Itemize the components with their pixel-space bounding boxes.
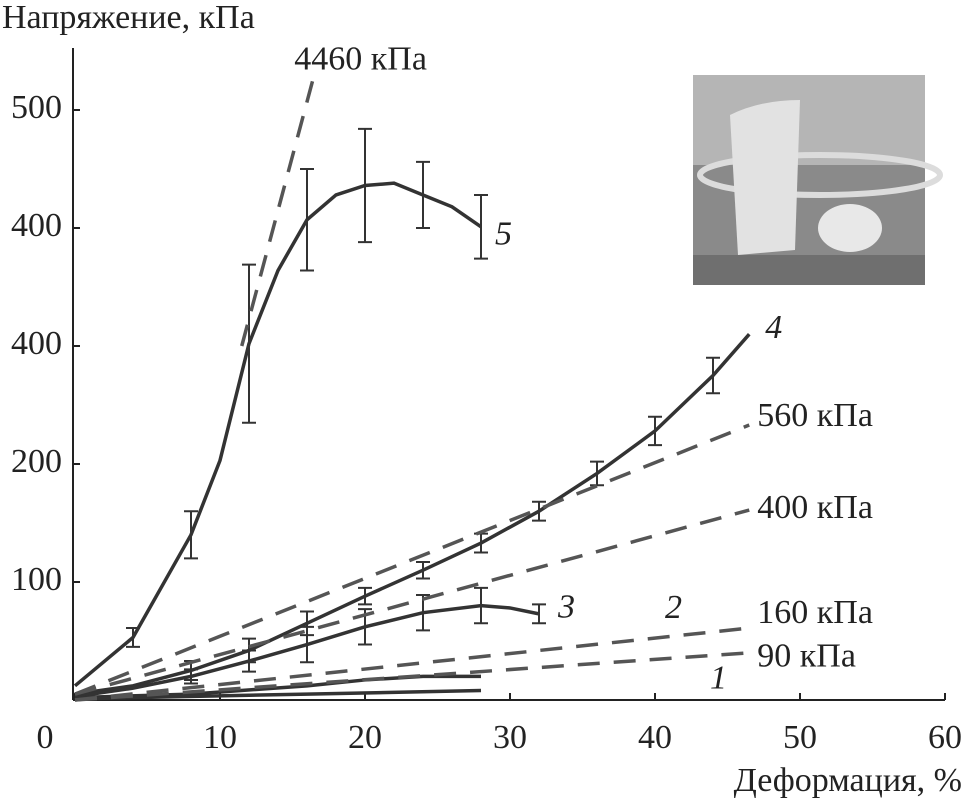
curve — [74, 688, 482, 701]
x-tick-label: 20 — [348, 719, 382, 756]
error-bar — [184, 510, 198, 560]
curve — [74, 603, 540, 699]
series-label: 4460 кПа — [294, 40, 427, 77]
series-label: 2 — [665, 589, 682, 626]
series-label: 90 кПа — [757, 638, 856, 675]
x-tick-label: 10 — [203, 719, 237, 756]
dashed-line — [74, 651, 750, 702]
error-bar — [242, 263, 256, 424]
x-axis-label: Деформация, % — [734, 762, 962, 799]
series-label: 4 — [765, 309, 782, 346]
x-tick-label: 50 — [783, 719, 817, 756]
error-bar — [416, 560, 430, 580]
error-bar — [300, 168, 314, 272]
error-bar — [474, 193, 488, 260]
curve — [73, 181, 482, 688]
x-tick-label: 30 — [493, 719, 527, 756]
error-bar — [358, 127, 372, 244]
series-label: 1 — [710, 659, 727, 696]
x-tick-label: 0 — [37, 719, 54, 756]
error-bar — [590, 460, 604, 487]
error-bar — [474, 586, 488, 625]
y-tick-label: 200 — [11, 443, 62, 480]
y-tick-label: 400 — [11, 207, 62, 244]
error-bar — [184, 668, 198, 685]
dashed-line — [74, 508, 750, 696]
dashed-line — [74, 626, 750, 702]
error-bar — [532, 603, 546, 625]
y-axis-label: Напряжение, кПа — [2, 0, 255, 36]
y-tick-label: 400 — [11, 325, 62, 362]
error-bar — [648, 415, 662, 447]
error-bar — [126, 627, 140, 648]
series-label: 3 — [557, 589, 575, 626]
dashed-line — [74, 423, 750, 696]
error-bar — [358, 586, 372, 606]
series-label: 400 кПа — [757, 489, 873, 526]
error-bar — [706, 356, 720, 395]
series-label: 5 — [495, 216, 512, 253]
y-tick-label: 100 — [11, 561, 62, 598]
error-bar — [416, 160, 430, 229]
series-label: 560 кПа — [757, 397, 873, 434]
error-bar — [474, 532, 488, 554]
error-bar — [532, 500, 546, 522]
photo-inset — [693, 75, 943, 285]
series-label: 160 кПа — [757, 594, 873, 631]
error-bar — [300, 625, 314, 664]
dashed-line — [240, 74, 316, 347]
y-tick-label: 500 — [11, 89, 62, 126]
x-tick-label: 40 — [638, 719, 672, 756]
error-bar — [242, 649, 256, 673]
x-tick-label: 60 — [928, 719, 962, 756]
